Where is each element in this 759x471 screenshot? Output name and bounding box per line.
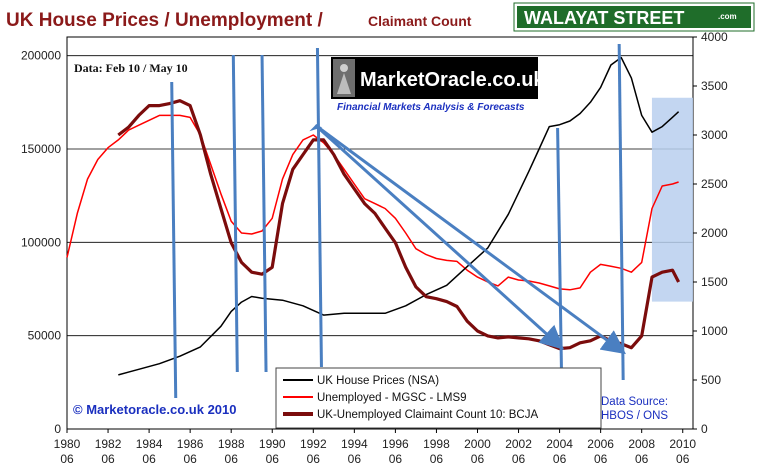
x-tick-label-year: 2010	[669, 437, 696, 451]
x-tick-label-month: 06	[142, 452, 156, 466]
x-tick-label-month: 06	[266, 452, 280, 466]
x-tick-label-year: 1982	[95, 437, 122, 451]
x-tick-label-month: 06	[553, 452, 567, 466]
x-tick-label-month: 06	[101, 452, 115, 466]
trend-arrow	[314, 123, 626, 355]
x-tick-label-year: 1986	[177, 437, 204, 451]
trend-arrow-origin-head	[309, 125, 323, 132]
y-axis-left: 0 50000 100000 150000 200000	[21, 49, 61, 436]
x-tick-label-year: 1996	[382, 437, 409, 451]
y-right-tick-label: 2500	[701, 177, 728, 191]
x-tick-label-year: 2006	[587, 437, 614, 451]
vertical-marker	[315, 47, 323, 368]
y-left-tick-label: 50000	[28, 329, 62, 343]
y-right-tick-label: 0	[701, 422, 708, 436]
x-tick-label-month: 06	[389, 452, 403, 466]
x-tick-label-year: 1988	[218, 437, 245, 451]
x-tick-label-year: 1998	[423, 437, 450, 451]
y-right-tick-label: 3500	[701, 79, 728, 93]
y-left-tick-label: 150000	[21, 142, 61, 156]
x-tick-label-month: 06	[635, 452, 649, 466]
x-tick-label-month: 06	[307, 452, 321, 466]
chart-title: UK House Prices / Unemployment /	[6, 10, 323, 31]
x-tick-label-year: 1990	[259, 437, 286, 451]
x-tick-label-month: 06	[512, 452, 526, 466]
x-tick-label-year: 1994	[341, 437, 368, 451]
source-line-1: Data Source:	[601, 396, 668, 408]
y-right-tick-label: 2000	[701, 226, 728, 240]
x-tick-label-year: 2004	[546, 437, 573, 451]
y-right-tick-label: 500	[701, 373, 721, 387]
x-tick-label-year: 2000	[464, 437, 491, 451]
legend-claimant-count: UK-Unemployed Claimaint Count 10: BCJA	[317, 409, 538, 421]
y-right-tick-label: 4000	[701, 30, 728, 44]
vertical-marker	[260, 54, 268, 373]
y-right-tick-label: 1500	[701, 275, 728, 289]
y-left-tick-label: 200000	[21, 49, 61, 63]
copyright: © Marketoracle.co.uk 2010	[73, 402, 237, 417]
y-left-tick-label: 100000	[21, 235, 61, 249]
highlight-box	[651, 97, 693, 302]
marketoracle-logo: MarketOracle.co.uk Financial Markets Ana…	[331, 57, 545, 113]
x-tick-label-month: 06	[676, 452, 690, 466]
x-tick-label-year: 1984	[136, 437, 163, 451]
y-axis-right: 0 500 1000 1500 2000 2500 3000 3500 4000	[693, 30, 728, 436]
vertical-marker	[170, 81, 178, 399]
y-left-tick-label: 0	[54, 422, 61, 436]
trend-arrow	[314, 124, 565, 350]
brand-badge: WALAYAT STREET .com	[513, 2, 755, 32]
x-axis: 1980061982061984061986061988061990061992…	[54, 429, 696, 466]
x-tick-label-month: 06	[225, 452, 239, 466]
logo-text: MarketOracle.co.uk	[360, 69, 545, 91]
vertical-marker	[231, 54, 239, 373]
x-tick-label-month: 06	[60, 452, 74, 466]
x-tick-label-year: 2002	[505, 437, 532, 451]
brand-badge-text: WALAYAT STREET	[524, 8, 684, 28]
y-right-tick-label: 1000	[701, 324, 728, 338]
series-line-unemployed-mgsc	[66, 114, 679, 291]
source-line-2: HBOS / ONS	[601, 410, 668, 422]
data-note: Data: Feb 10 / May 10	[74, 61, 188, 75]
logo-tagline: Financial Markets Analysis & Forecasts	[337, 102, 525, 113]
x-tick-label-month: 06	[348, 452, 362, 466]
x-tick-label-year: 2008	[628, 437, 655, 451]
brand-badge-suffix: .com	[718, 12, 737, 21]
legend-house-prices: UK House Prices (NSA)	[317, 375, 439, 387]
x-tick-label-year: 1992	[300, 437, 327, 451]
x-tick-label-month: 06	[430, 452, 444, 466]
chart-title-subpart: Claimant Count	[368, 13, 472, 29]
highlight-box-layer	[651, 97, 693, 302]
x-tick-label-year: 1980	[54, 437, 81, 451]
series-line-claimant-count	[117, 99, 681, 351]
y-right-tick-label: 3000	[701, 128, 728, 142]
legend-unemployed-mgsc: Unemployed - MGSC - LMS9	[317, 392, 467, 404]
legend: UK House Prices (NSA) Unemployed - MGSC …	[275, 367, 602, 429]
annotation-layer	[170, 43, 626, 399]
x-tick-label-month: 06	[594, 452, 608, 466]
x-tick-label-month: 06	[183, 452, 197, 466]
vertical-marker	[617, 43, 625, 381]
x-tick-label-month: 06	[471, 452, 485, 466]
